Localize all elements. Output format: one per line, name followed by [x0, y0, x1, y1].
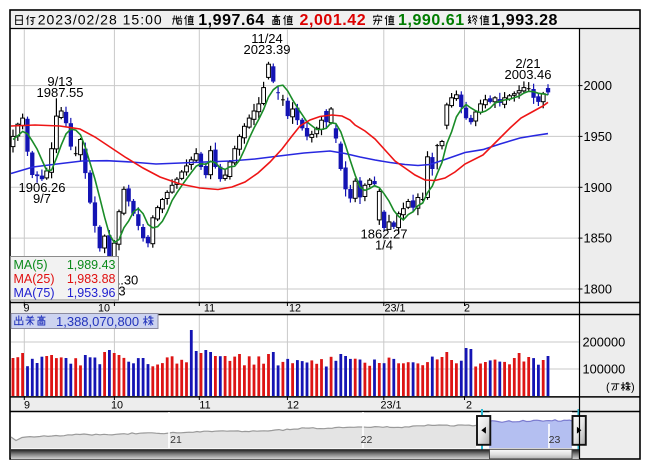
svg-text:1850: 1850	[584, 231, 612, 246]
svg-text:200000: 200000	[583, 335, 626, 350]
svg-text:1,983.88: 1,983.88	[67, 272, 116, 286]
svg-text:1950: 1950	[584, 129, 612, 144]
svg-text:10: 10	[111, 399, 123, 411]
svg-text:9: 9	[23, 302, 29, 314]
svg-text:2,001.42: 2,001.42	[300, 12, 367, 29]
svg-text:2023/02/28 15:00: 2023/02/28 15:00	[38, 12, 163, 28]
svg-text:23: 23	[549, 434, 561, 446]
svg-text:21: 21	[170, 434, 182, 446]
svg-text:100000: 100000	[583, 362, 626, 377]
svg-text:MA(75): MA(75)	[14, 286, 55, 300]
svg-text:9/13: 9/13	[47, 74, 72, 89]
svg-text:2003.46: 2003.46	[505, 67, 552, 82]
svg-text:9: 9	[24, 399, 30, 411]
svg-text:MA(25): MA(25)	[14, 272, 55, 286]
svg-text:2: 2	[464, 302, 470, 314]
svg-text:1987.55: 1987.55	[37, 85, 84, 100]
svg-text:11: 11	[199, 399, 210, 411]
svg-text:2023.39: 2023.39	[244, 42, 291, 57]
svg-text:1,993.28: 1,993.28	[491, 12, 558, 29]
svg-text:23/1: 23/1	[384, 302, 405, 314]
svg-text:1862.27: 1862.27	[361, 227, 408, 242]
svg-text:11/24: 11/24	[251, 31, 283, 46]
svg-text:23/1: 23/1	[380, 399, 401, 411]
svg-text:22: 22	[361, 434, 373, 446]
svg-text:1,990.61: 1,990.61	[398, 12, 465, 29]
svg-text:2000: 2000	[584, 78, 612, 93]
svg-text:2/21: 2/21	[515, 56, 540, 71]
svg-text:1,989.43: 1,989.43	[67, 258, 116, 272]
svg-text:11: 11	[204, 302, 215, 314]
svg-text:): )	[631, 382, 635, 394]
svg-text:1,388,070,800: 1,388,070,800	[56, 314, 139, 329]
svg-text:1900: 1900	[584, 180, 612, 195]
svg-text:1800: 1800	[584, 282, 612, 297]
svg-text:12: 12	[289, 302, 301, 314]
svg-text:(: (	[606, 382, 610, 394]
svg-text:2: 2	[466, 399, 472, 411]
svg-text:1,997.64: 1,997.64	[198, 12, 265, 29]
svg-text:1/4: 1/4	[375, 238, 393, 253]
svg-text:12: 12	[287, 399, 299, 411]
svg-text:1,953.96: 1,953.96	[67, 286, 116, 300]
svg-text:1906.26: 1906.26	[19, 180, 66, 195]
svg-text:10: 10	[98, 302, 110, 314]
svg-text:9/7: 9/7	[33, 191, 51, 206]
svg-text:MA(5): MA(5)	[14, 258, 48, 272]
